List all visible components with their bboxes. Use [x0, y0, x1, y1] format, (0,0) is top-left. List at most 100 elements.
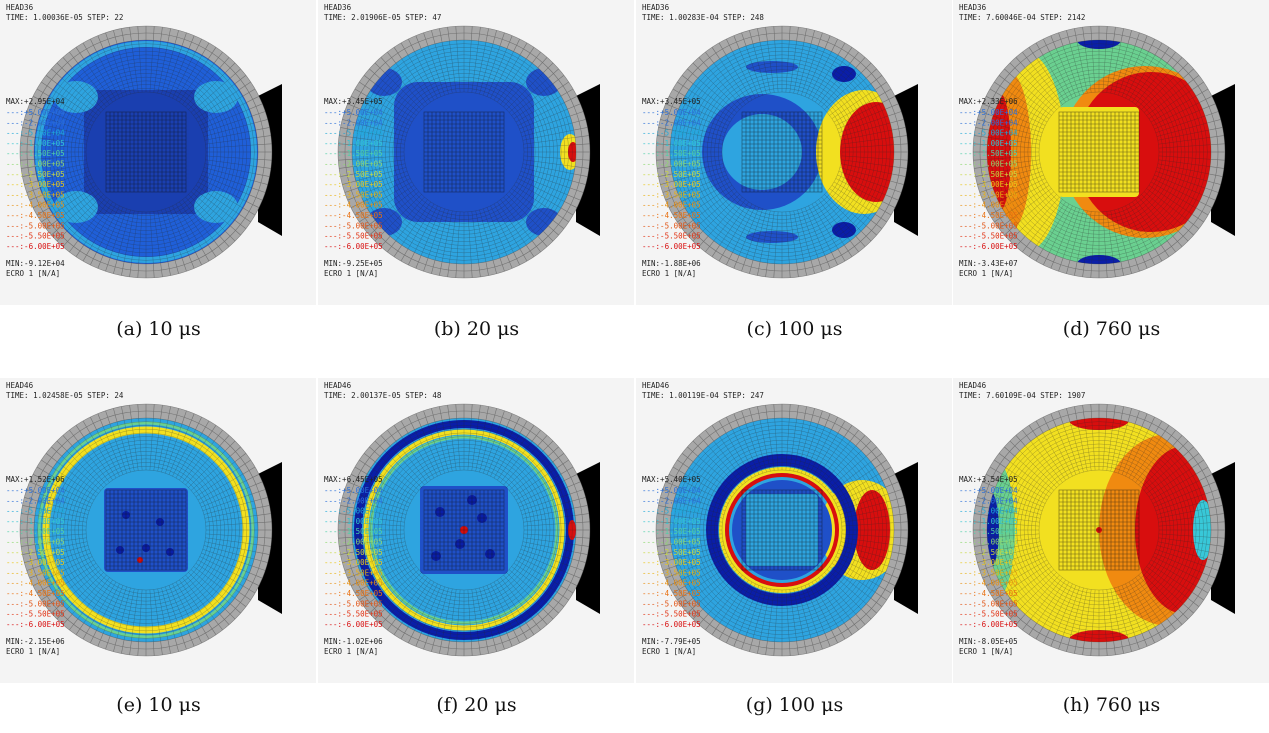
brain-stress-field — [670, 40, 894, 264]
unit-label: ECRO 1 [N/A] — [324, 269, 378, 278]
time-step-readout: TIME: 2.00137E-05 STEP: 48 — [324, 391, 442, 400]
legend-entry: ---:-4.50E+05 — [6, 211, 65, 220]
legend-entry: ---:-1.00E+05 — [6, 139, 65, 148]
mesh-grid — [670, 40, 894, 264]
legend-entry: ---:+5.00E+04 — [324, 486, 383, 495]
legend-entry: ---:+5.00E+04 — [6, 486, 65, 495]
legend-entry: ---:-2.50E+05 — [6, 170, 65, 179]
min-value-label: MIN:-8.05E+05 — [959, 637, 1018, 646]
max-value-label: MAX:+3.54E+05 — [959, 475, 1018, 484]
core-mesh — [423, 489, 505, 571]
legend-entry: ---:-3.00E+05 — [6, 180, 65, 189]
legend-entry: ---:-2.00E+05 — [642, 160, 701, 169]
legend-entry: ---:-4.50E+05 — [959, 211, 1018, 220]
panel-f: HEAD46 TIME: 2.00137E-05 STEP: 48 MAX:+6.4… — [318, 378, 634, 683]
legend-entry: ---:-6.00E+05 — [324, 242, 383, 251]
legend-entry: ---:-3.50E+05 — [324, 568, 383, 577]
legend-entry: ---:-1.00E+05 — [324, 139, 383, 148]
legend-entry: ---:-1.00E+05 — [324, 517, 383, 526]
legend-entry: ---:-2.00E+04 — [642, 118, 701, 127]
caption-c: (c) 100 μs — [746, 318, 843, 340]
legend-entry: ---:-2.00E+05 — [6, 538, 65, 547]
legend-entry: ---:-4.00E+05 — [959, 579, 1018, 588]
legend-entry: ---:-4.00E+05 — [959, 201, 1018, 210]
legend-entry: ---:-2.00E+05 — [6, 160, 65, 169]
mesh-grid — [19, 25, 273, 279]
legend-entry: ---:-1.50E+05 — [324, 527, 383, 536]
caption-d: (d) 760 μs — [1062, 318, 1161, 340]
legend-entry: ---:-5.00E+04 — [324, 129, 383, 138]
legend-entry: ---:-2.00E+04 — [642, 496, 701, 505]
mesh-grid — [352, 40, 576, 264]
min-value-label: MIN:-1.88E+06 — [642, 259, 701, 268]
legend-entry: ---:-5.00E+05 — [6, 221, 65, 230]
brain-stress-field — [34, 40, 258, 264]
max-value-label: MAX:+6.45E+05 — [324, 475, 383, 484]
legend-entry: ---:-3.00E+05 — [324, 180, 383, 189]
max-value-label: MAX:+1.52E+06 — [6, 475, 65, 484]
caption-f: (f) 20 μs — [436, 694, 517, 716]
unit-label: ECRO 1 [N/A] — [959, 647, 1013, 656]
legend-entry: ---:-4.50E+05 — [959, 589, 1018, 598]
time-step-readout: TIME: 1.00119E-04 STEP: 247 — [642, 391, 764, 400]
legend-entry: ---:-1.50E+05 — [6, 149, 65, 158]
stress-region — [832, 222, 856, 238]
unit-label: ECRO 1 [N/A] — [6, 647, 60, 656]
legend-entry: ---:-4.50E+05 — [642, 211, 701, 220]
mesh-grid — [987, 40, 1211, 264]
legend-entry: ---:-2.00E+04 — [324, 118, 383, 127]
legend-entry: ---:+5.00E+04 — [324, 108, 383, 117]
legend-entry: ---:-5.00E+04 — [642, 129, 701, 138]
legend-entry: ---:-2.50E+05 — [642, 548, 701, 557]
legend-entry: ---:-3.50E+05 — [6, 190, 65, 199]
legend-entry: ---:-5.00E+04 — [6, 129, 65, 138]
legend-entry: ---:-4.50E+05 — [6, 589, 65, 598]
legend-entry: ---:-2.50E+05 — [959, 170, 1018, 179]
legend-entry: ---:-6.00E+05 — [642, 620, 701, 629]
legend-entry: ---:-5.00E+05 — [642, 599, 701, 608]
stress-ring — [725, 473, 839, 587]
legend-entry: ---:-6.00E+05 — [324, 620, 383, 629]
legend-entry: ---:-1.00E+05 — [642, 139, 701, 148]
legend-entry: ---:-4.00E+05 — [324, 579, 383, 588]
legend-entry: ---:-5.00E+04 — [959, 129, 1018, 138]
core-mesh — [105, 111, 187, 193]
time-step-readout: TIME: 7.60109E-04 STEP: 1907 — [959, 391, 1085, 400]
legend-entry: ---:-5.50E+05 — [642, 232, 701, 241]
legend-entry: ---:-5.00E+05 — [6, 599, 65, 608]
model-head-label: HEAD36 — [959, 3, 987, 12]
legend-entry: ---:-6.00E+05 — [959, 242, 1018, 251]
model-head-label: HEAD36 — [642, 3, 670, 12]
panel-a: HEAD36 TIME: 1.00036E-05 STEP: 22 MAX:+2.9… — [0, 0, 316, 305]
caption-h: (h) 760 μs — [1062, 694, 1161, 716]
min-value-label: MIN:-3.43E+07 — [959, 259, 1018, 268]
legend-entry: ---:-2.00E+04 — [6, 496, 65, 505]
core-mesh — [423, 111, 505, 193]
legend-entry: ---:+5.00E+04 — [959, 486, 1018, 495]
legend-entry: ---:-2.50E+05 — [324, 548, 383, 557]
legend-entry: ---:-2.00E+05 — [324, 538, 383, 547]
legend-entry: ---:-3.00E+05 — [642, 180, 701, 189]
time-step-readout: TIME: 1.00283E-04 STEP: 248 — [642, 13, 764, 22]
legend-entry: ---:-2.50E+05 — [959, 548, 1018, 557]
legend-entry: ---:-5.50E+05 — [642, 610, 701, 619]
min-value-label: MIN:-7.79E+05 — [642, 637, 701, 646]
panel-c: HEAD36 TIME: 1.00283E-04 STEP: 248 MAX:+3.… — [636, 0, 952, 305]
unit-label: ECRO 1 [N/A] — [642, 269, 696, 278]
legend-entry: ---:-3.50E+05 — [959, 190, 1018, 199]
stress-region — [832, 66, 856, 82]
legend-entry: ---:-3.00E+05 — [959, 180, 1018, 189]
legend-entry: ---:-6.00E+05 — [959, 620, 1018, 629]
unit-label: ECRO 1 [N/A] — [642, 647, 696, 656]
time-step-readout: TIME: 2.01906E-05 STEP: 47 — [324, 13, 441, 22]
mesh-grid — [987, 418, 1211, 642]
min-value-label: MIN:-9.12E+04 — [6, 259, 65, 268]
model-head-label: HEAD36 — [324, 3, 352, 12]
panel-b: HEAD36 TIME: 2.01906E-05 STEP: 47 MAX:+3.4… — [318, 0, 634, 305]
mesh-grid — [337, 25, 591, 279]
core-mesh — [1058, 489, 1140, 571]
time-step-readout: TIME: 1.02458E-05 STEP: 24 — [6, 391, 124, 400]
